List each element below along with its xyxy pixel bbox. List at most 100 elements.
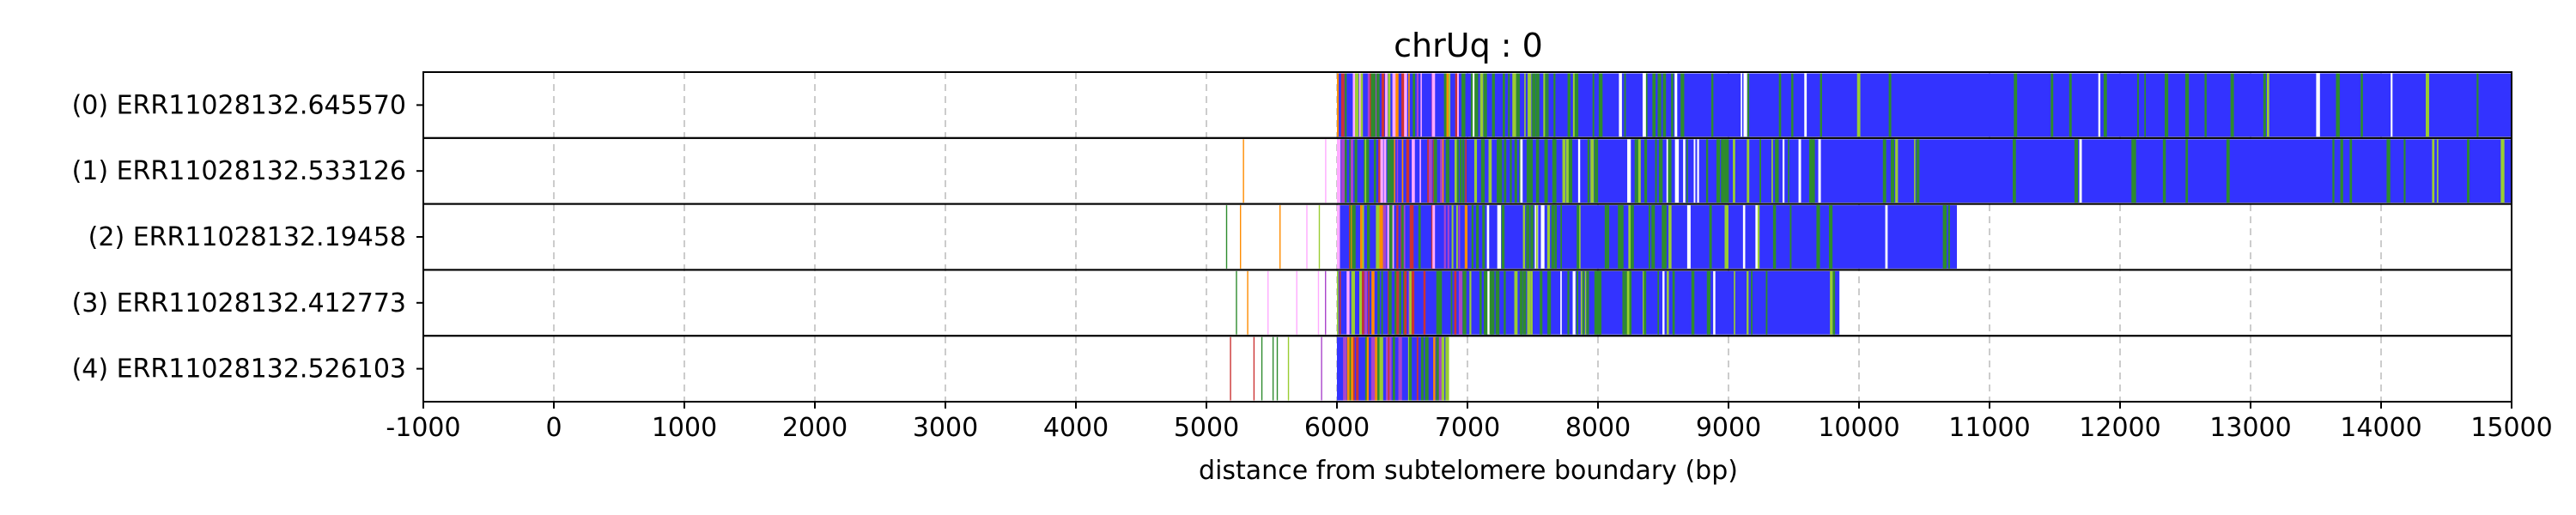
variant-mark <box>1376 336 1378 401</box>
variant-mark <box>1381 73 1385 137</box>
variant-mark <box>1587 139 1590 203</box>
variant-mark <box>1469 270 1472 335</box>
variant-mark <box>1476 205 1479 269</box>
variant-mark <box>1379 205 1383 269</box>
variant-mark <box>1287 336 1290 401</box>
variant-mark <box>1486 205 1490 269</box>
variant-mark <box>1693 139 1696 203</box>
variant-mark <box>1352 336 1355 401</box>
variant-mark <box>1239 205 1242 269</box>
variant-mark <box>1445 336 1449 401</box>
variant-mark <box>2103 73 2107 137</box>
variant-mark <box>1674 73 1678 137</box>
variant-mark <box>1516 73 1520 137</box>
variant-mark <box>1619 73 1622 137</box>
variant-mark <box>1438 270 1441 335</box>
variant-mark <box>1565 139 1570 203</box>
variant-mark <box>1705 139 1709 203</box>
variant-mark <box>2134 139 2136 203</box>
variant-mark <box>1366 139 1370 203</box>
read-track <box>1337 73 2512 137</box>
variant-mark <box>1401 205 1406 269</box>
variant-mark <box>1942 205 1947 269</box>
variant-mark <box>1392 205 1394 269</box>
variant-mark <box>1721 139 1723 203</box>
x-tick-label: 11000 <box>1948 413 2030 443</box>
variant-mark <box>1433 336 1436 401</box>
variant-mark <box>1367 73 1371 137</box>
variant-mark <box>1535 205 1538 269</box>
variant-mark <box>1648 205 1650 269</box>
variant-mark <box>1710 73 1714 137</box>
variant-mark <box>1454 270 1457 335</box>
variant-mark <box>1765 270 1768 335</box>
variant-mark <box>1267 270 1269 335</box>
variant-mark <box>1387 205 1389 269</box>
variant-mark <box>1376 205 1380 269</box>
x-tick-label: 2000 <box>782 413 848 443</box>
variant-mark <box>1680 73 1685 137</box>
variant-mark <box>1546 73 1549 137</box>
variant-mark <box>2425 73 2429 137</box>
variant-mark <box>1755 205 1759 269</box>
variant-mark <box>1630 205 1634 269</box>
variant-mark <box>1346 270 1350 335</box>
variant-mark <box>1709 205 1712 269</box>
variant-mark <box>1380 139 1383 203</box>
variant-mark <box>1409 205 1413 269</box>
variant-mark <box>1351 336 1353 401</box>
variant-mark <box>1352 73 1357 137</box>
variant-mark <box>1804 73 1807 137</box>
variant-mark <box>2137 73 2139 137</box>
variant-mark <box>1393 336 1395 401</box>
variant-mark <box>1500 139 1503 203</box>
variant-mark <box>2074 139 2079 203</box>
variant-mark <box>1554 205 1558 269</box>
variant-mark <box>1368 270 1370 335</box>
variant-mark <box>1778 73 1782 137</box>
variant-mark <box>1491 270 1495 335</box>
variant-mark <box>1592 73 1595 137</box>
read-track <box>1236 270 1840 335</box>
variant-mark <box>1662 205 1665 269</box>
variant-mark <box>2069 73 2072 137</box>
variant-mark <box>1339 270 1341 335</box>
variant-mark <box>1386 336 1389 401</box>
variant-mark <box>1401 73 1406 137</box>
variant-mark <box>1440 139 1443 203</box>
variant-mark <box>1443 73 1448 137</box>
variant-mark <box>1577 139 1581 203</box>
variant-mark <box>1360 73 1364 137</box>
variant-mark <box>1527 270 1531 335</box>
x-tick-label: 0 <box>545 413 562 443</box>
variant-mark <box>1528 73 1532 137</box>
variant-mark <box>1816 205 1820 269</box>
variant-mark <box>1642 73 1647 137</box>
variant-mark <box>1362 205 1364 269</box>
variant-mark <box>1657 73 1662 137</box>
variant-mark <box>1747 139 1750 203</box>
variant-mark <box>1789 205 1792 269</box>
x-tick-label: 8000 <box>1565 413 1631 443</box>
repeat-block <box>1337 336 1449 401</box>
variant-mark <box>1741 73 1742 137</box>
variant-mark <box>1389 205 1394 269</box>
read-track <box>1230 336 1449 401</box>
variant-mark <box>1348 205 1351 269</box>
variant-mark <box>1530 270 1533 335</box>
variant-mark <box>1567 73 1571 137</box>
variant-mark <box>1389 139 1394 203</box>
variant-mark <box>1624 73 1626 137</box>
variant-mark <box>1398 336 1402 401</box>
variant-mark <box>1456 139 1459 203</box>
variant-mark <box>1742 205 1746 269</box>
variant-mark <box>1463 73 1466 137</box>
variant-mark <box>1594 139 1599 203</box>
x-tick-label: 9000 <box>1696 413 1761 443</box>
variant-mark <box>1771 139 1773 203</box>
variant-mark <box>1340 73 1345 137</box>
variant-mark <box>1653 73 1656 137</box>
variant-mark <box>1371 270 1375 335</box>
variant-mark <box>1545 73 1547 137</box>
variant-mark <box>2162 139 2166 203</box>
